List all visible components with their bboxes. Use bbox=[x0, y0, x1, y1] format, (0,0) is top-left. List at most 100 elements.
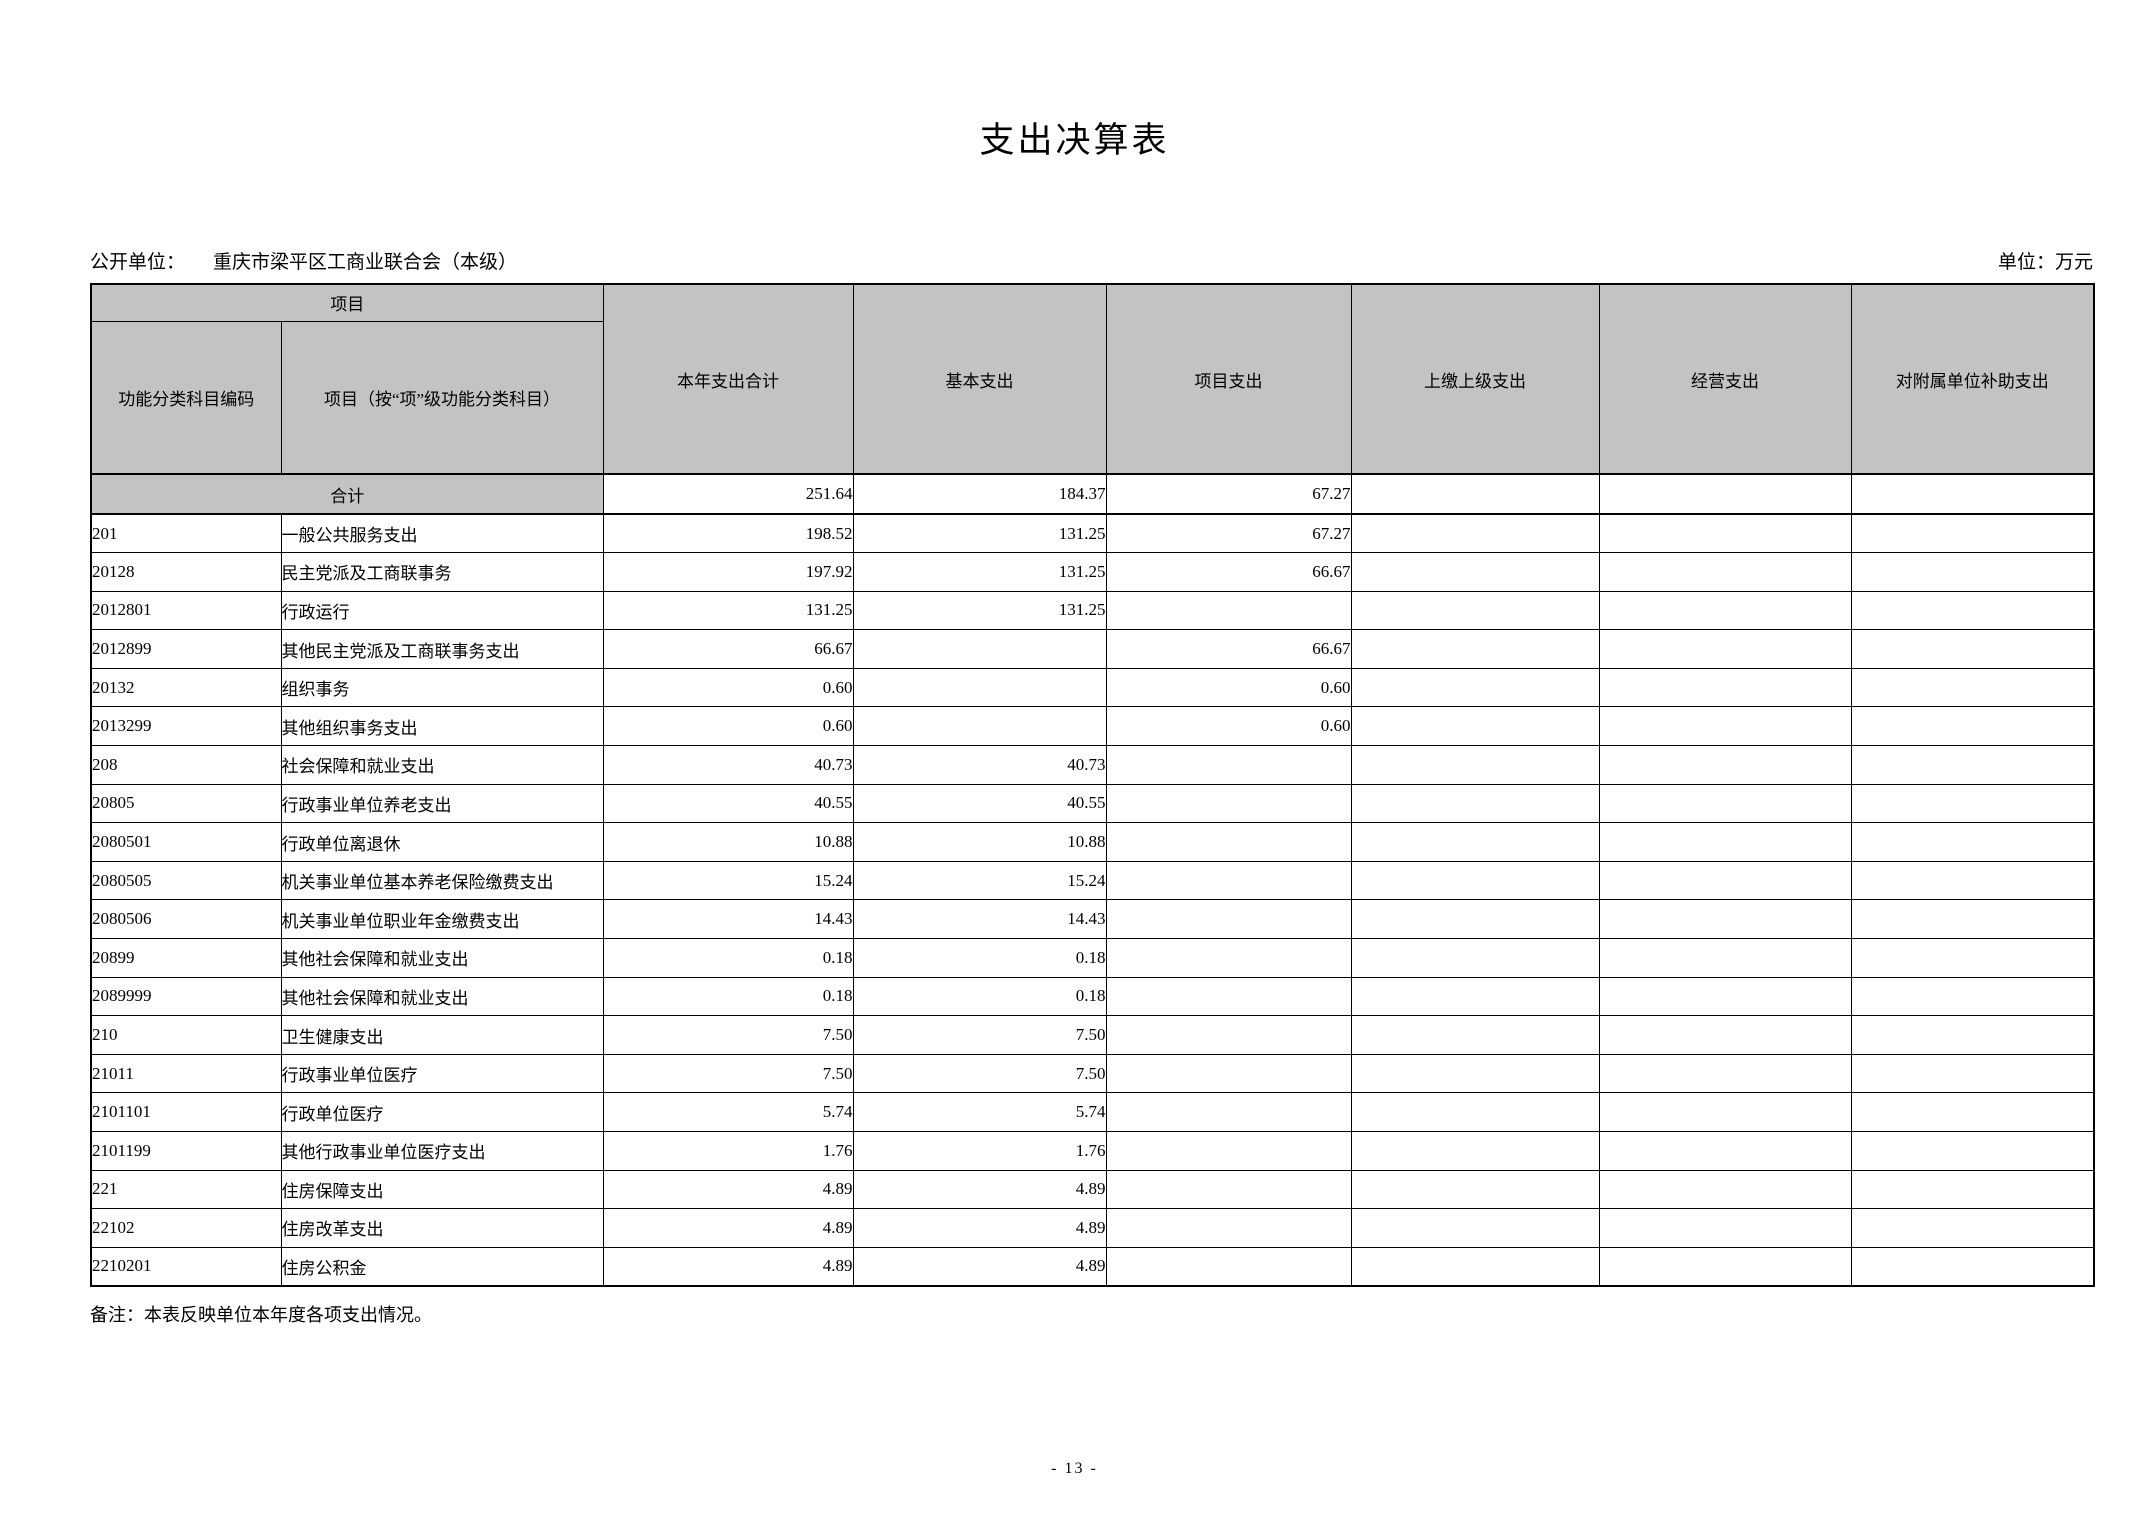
cell-total-expenditure: 40.73 bbox=[602, 745, 854, 785]
cell-project-expenditure bbox=[1105, 822, 1352, 862]
footnote: 备注：本表反映单位本年度各项支出情况。 bbox=[90, 1304, 432, 1325]
cell-item-name: 住房保障支出 bbox=[280, 1169, 604, 1210]
cell-upper-level-expenditure bbox=[1350, 783, 1600, 824]
cell-function-code: 2089999 bbox=[90, 976, 282, 1017]
page-title: 支出决算表 bbox=[979, 121, 1170, 160]
cell-project-expenditure bbox=[1105, 1169, 1352, 1210]
cell-operating-expenditure bbox=[1598, 1246, 1852, 1287]
cell-function-code: 2080505 bbox=[90, 860, 282, 901]
cell-subsidy-expenditure bbox=[1850, 629, 2095, 669]
cell-project-expenditure bbox=[1105, 783, 1352, 824]
cell-project-expenditure bbox=[1105, 899, 1352, 940]
cell-basic-expenditure bbox=[852, 667, 1107, 708]
cell-item-name: 行政事业单位养老支出 bbox=[280, 783, 604, 824]
table-row: 21011 行政事业单位医疗 7.50 7.50 bbox=[90, 1053, 2095, 1094]
cell-item-name: 机关事业单位基本养老保险缴费支出 bbox=[280, 860, 604, 901]
cell-upper-level-expenditure bbox=[1350, 590, 1600, 631]
total-row: 合计 251.64 184.37 67.27 bbox=[90, 473, 2095, 515]
cell-operating-expenditure bbox=[1598, 667, 1852, 708]
cell-function-code: 210 bbox=[90, 1015, 282, 1055]
cell-total-expenditure: 10.88 bbox=[602, 822, 854, 862]
cell-function-code: 20128 bbox=[90, 552, 282, 592]
cell-basic-expenditure: 7.50 bbox=[852, 1053, 1107, 1094]
cell-project-expenditure bbox=[1105, 590, 1352, 631]
cell-item-name: 行政单位医疗 bbox=[280, 1092, 604, 1132]
total-row-label: 合计 bbox=[90, 473, 604, 515]
cell-operating-expenditure bbox=[1598, 938, 1852, 978]
cell-item-name: 社会保障和就业支出 bbox=[280, 745, 604, 785]
col-header-project-expenditure: 项目支出 bbox=[1105, 283, 1352, 475]
cell-total-expenditure: 0.18 bbox=[602, 976, 854, 1017]
cell-function-code: 21011 bbox=[90, 1053, 282, 1094]
cell-operating-expenditure bbox=[1598, 552, 1852, 592]
cell-total-expenditure: 7.50 bbox=[602, 1015, 854, 1055]
cell-item-name: 其他组织事务支出 bbox=[280, 706, 604, 747]
disclosure-unit-name: 重庆市梁平区工商业联合会（本级） bbox=[213, 252, 518, 273]
cell-subsidy-expenditure bbox=[1850, 1131, 2095, 1171]
table-row: 2089999 其他社会保障和就业支出 0.18 0.18 bbox=[90, 976, 2095, 1017]
cell-upper-level-expenditure bbox=[1350, 629, 1600, 669]
cell-subsidy-expenditure bbox=[1850, 667, 2095, 708]
cell-project-expenditure bbox=[1105, 1208, 1352, 1248]
cell-operating-expenditure bbox=[1598, 590, 1852, 631]
cell-project-expenditure bbox=[1105, 1246, 1352, 1287]
cell-basic-expenditure: 1.76 bbox=[852, 1131, 1107, 1171]
cell-function-code: 208 bbox=[90, 745, 282, 785]
cell-basic-expenditure: 10.88 bbox=[852, 822, 1107, 862]
cell-operating-expenditure bbox=[1598, 1208, 1852, 1248]
table-row: 2080501 行政单位离退休 10.88 10.88 bbox=[90, 822, 2095, 862]
cell-total-expenditure: 0.60 bbox=[602, 706, 854, 747]
cell-subsidy-expenditure bbox=[1850, 783, 2095, 824]
expenditure-table: 项目 本年支出合计 基本支出 项目支出 上缴上级支出 经营支出 对附属单位补助支… bbox=[90, 283, 2095, 1287]
cell-project-expenditure: 0.60 bbox=[1105, 706, 1352, 747]
currency-unit-note: 单位：万元 bbox=[1997, 252, 2093, 273]
cell-subsidy-expenditure bbox=[1850, 590, 2095, 631]
cell-project-expenditure: 67.27 bbox=[1105, 513, 1352, 554]
cell-operating-expenditure bbox=[1598, 822, 1852, 862]
cell-project-expenditure bbox=[1105, 938, 1352, 978]
cell-item-name: 其他行政事业单位医疗支出 bbox=[280, 1131, 604, 1171]
cell-total-expenditure: 4.89 bbox=[602, 1208, 854, 1248]
cell-function-code: 2101199 bbox=[90, 1131, 282, 1171]
table-row: 2080505 机关事业单位基本养老保险缴费支出 15.24 15.24 bbox=[90, 860, 2095, 901]
cell-basic-expenditure: 4.89 bbox=[852, 1169, 1107, 1210]
cell-subsidy-expenditure bbox=[1850, 899, 2095, 940]
cell-function-code: 201 bbox=[90, 513, 282, 554]
cell-basic-expenditure: 4.89 bbox=[852, 1246, 1107, 1287]
cell-project-expenditure bbox=[1105, 745, 1352, 785]
table-row: 2080506 机关事业单位职业年金缴费支出 14.43 14.43 bbox=[90, 899, 2095, 940]
cell-function-code: 2012899 bbox=[90, 629, 282, 669]
cell-project-expenditure bbox=[1105, 1131, 1352, 1171]
cell-subsidy-expenditure bbox=[1850, 1053, 2095, 1094]
cell-basic-expenditure bbox=[852, 706, 1107, 747]
table-row: 22102 住房改革支出 4.89 4.89 bbox=[90, 1208, 2095, 1248]
cell-item-name: 住房改革支出 bbox=[280, 1208, 604, 1248]
cell-upper-level-expenditure bbox=[1350, 1092, 1600, 1132]
cell-operating-expenditure bbox=[1598, 860, 1852, 901]
cell-item-name: 其他社会保障和就业支出 bbox=[280, 938, 604, 978]
cell-subsidy-expenditure bbox=[1850, 976, 2095, 1017]
cell-total-expenditure: 198.52 bbox=[602, 513, 854, 554]
table-body: 合计 251.64 184.37 67.27 201 一般公共服务支出 198.52… bbox=[90, 473, 2095, 1287]
disclosure-unit-label: 公开单位： bbox=[90, 252, 186, 273]
cell-operating-expenditure bbox=[1598, 976, 1852, 1017]
cell-total-expenditure: 14.43 bbox=[602, 899, 854, 940]
total-cell-subsidy bbox=[1850, 473, 2095, 515]
cell-operating-expenditure bbox=[1598, 783, 1852, 824]
cell-function-code: 20899 bbox=[90, 938, 282, 978]
cell-upper-level-expenditure bbox=[1350, 1131, 1600, 1171]
cell-upper-level-expenditure bbox=[1350, 513, 1600, 554]
cell-total-expenditure: 0.60 bbox=[602, 667, 854, 708]
cell-basic-expenditure: 131.25 bbox=[852, 552, 1107, 592]
cell-basic-expenditure: 131.25 bbox=[852, 590, 1107, 631]
cell-upper-level-expenditure bbox=[1350, 745, 1600, 785]
cell-operating-expenditure bbox=[1598, 1015, 1852, 1055]
cell-subsidy-expenditure bbox=[1850, 1169, 2095, 1210]
table-row: 20132 组织事务 0.60 0.60 bbox=[90, 667, 2095, 708]
cell-subsidy-expenditure bbox=[1850, 513, 2095, 554]
cell-upper-level-expenditure bbox=[1350, 1015, 1600, 1055]
cell-item-name: 行政事业单位医疗 bbox=[280, 1053, 604, 1094]
col-header-function-code: 功能分类科目编码 bbox=[90, 320, 282, 475]
cell-project-expenditure bbox=[1105, 976, 1352, 1017]
